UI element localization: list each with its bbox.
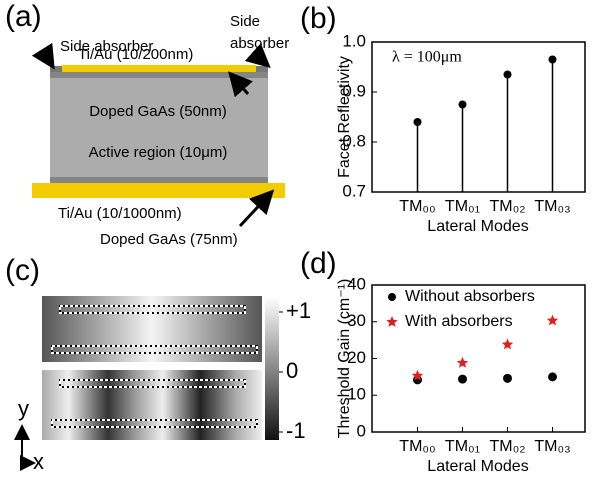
point bbox=[503, 373, 512, 383]
x-tick-label: TM₀₀ bbox=[399, 438, 435, 455]
axes-icon bbox=[14, 424, 36, 471]
point bbox=[546, 314, 559, 326]
contact bbox=[32, 183, 285, 198]
label: Ti/Au (10/200nm) bbox=[78, 46, 193, 63]
plot-frame bbox=[371, 284, 586, 433]
label: Side bbox=[230, 13, 260, 30]
y-tick-label: 0.7 bbox=[342, 181, 366, 200]
y-tick-label: 1.0 bbox=[342, 31, 366, 50]
x-tick-label: TM₀₁ bbox=[445, 438, 480, 455]
x-tick-label: TM₀₀ bbox=[399, 198, 435, 215]
point bbox=[501, 338, 514, 350]
y-tick-label: 0.8 bbox=[342, 131, 366, 150]
axis-label: y bbox=[18, 396, 29, 421]
label: Ti/Au (10/1000nm) bbox=[58, 205, 182, 222]
stem-head bbox=[503, 70, 512, 79]
panel-label: (c) bbox=[5, 254, 40, 287]
legend-marker bbox=[386, 316, 398, 327]
x-tick-label: TM₀₃ bbox=[534, 438, 570, 455]
y-tick-label: 20 bbox=[347, 348, 366, 367]
y-tick-label: 10 bbox=[347, 385, 366, 404]
x-tick-label: TM₀₂ bbox=[490, 198, 526, 215]
stem-head bbox=[458, 100, 467, 109]
colorbar-label: 0 bbox=[286, 358, 298, 383]
legend-marker bbox=[388, 293, 396, 301]
y-tick-label: 30 bbox=[347, 311, 366, 330]
point bbox=[458, 374, 467, 384]
stem-head bbox=[413, 118, 422, 126]
label: absorber bbox=[230, 35, 289, 52]
x-axis-label: Lateral Modes bbox=[427, 458, 528, 475]
x-tick-label: TM₀₁ bbox=[445, 198, 480, 215]
stem-head bbox=[548, 55, 557, 64]
annotation: λ = 100μm bbox=[392, 49, 462, 66]
panel-c: (c) y x bbox=[5, 254, 279, 474]
y-axis-label: Threshold Gain (cm⁻¹) bbox=[336, 279, 353, 439]
y-axis-label: Facet Reflectivity bbox=[336, 56, 353, 178]
point bbox=[548, 372, 557, 382]
layer bbox=[50, 177, 268, 183]
colorbar-label: -1 bbox=[286, 418, 306, 443]
label: Side absorber bbox=[60, 38, 153, 55]
y-tick-label: 0 bbox=[357, 421, 366, 440]
point bbox=[411, 369, 424, 381]
label: Doped GaAs (75nm) bbox=[100, 231, 238, 248]
point bbox=[456, 356, 469, 368]
y-tick-label: 0.9 bbox=[342, 81, 366, 100]
layer bbox=[50, 72, 268, 78]
legend-label: Without absorbers bbox=[405, 288, 535, 305]
y-tick-label: 40 bbox=[347, 274, 366, 293]
mode-image bbox=[42, 370, 262, 440]
x-tick-label: TM₀₂ bbox=[490, 438, 526, 455]
electrodes bbox=[51, 305, 258, 428]
plot-frame bbox=[371, 41, 586, 193]
legend-label: With absorbers bbox=[405, 313, 513, 330]
panel-label: (b) bbox=[300, 2, 337, 35]
x-axis-label: Lateral Modes bbox=[427, 218, 528, 235]
contact bbox=[62, 65, 256, 72]
panel-label: (a) bbox=[5, 0, 42, 33]
label: Doped GaAs (50nm) bbox=[89, 103, 227, 120]
panel-a: (a) Side absorber Side absorber Ti/Au (1… bbox=[5, 0, 289, 248]
arrows bbox=[31, 42, 275, 228]
x-tick-label: TM₀₃ bbox=[534, 198, 570, 215]
colorbar bbox=[265, 297, 279, 440]
axis-label: x bbox=[33, 449, 44, 474]
layer bbox=[50, 72, 268, 182]
label: Active region (10μm) bbox=[89, 144, 228, 161]
panel-label: (d) bbox=[300, 247, 337, 280]
colorbar-label: +1 bbox=[286, 298, 311, 323]
